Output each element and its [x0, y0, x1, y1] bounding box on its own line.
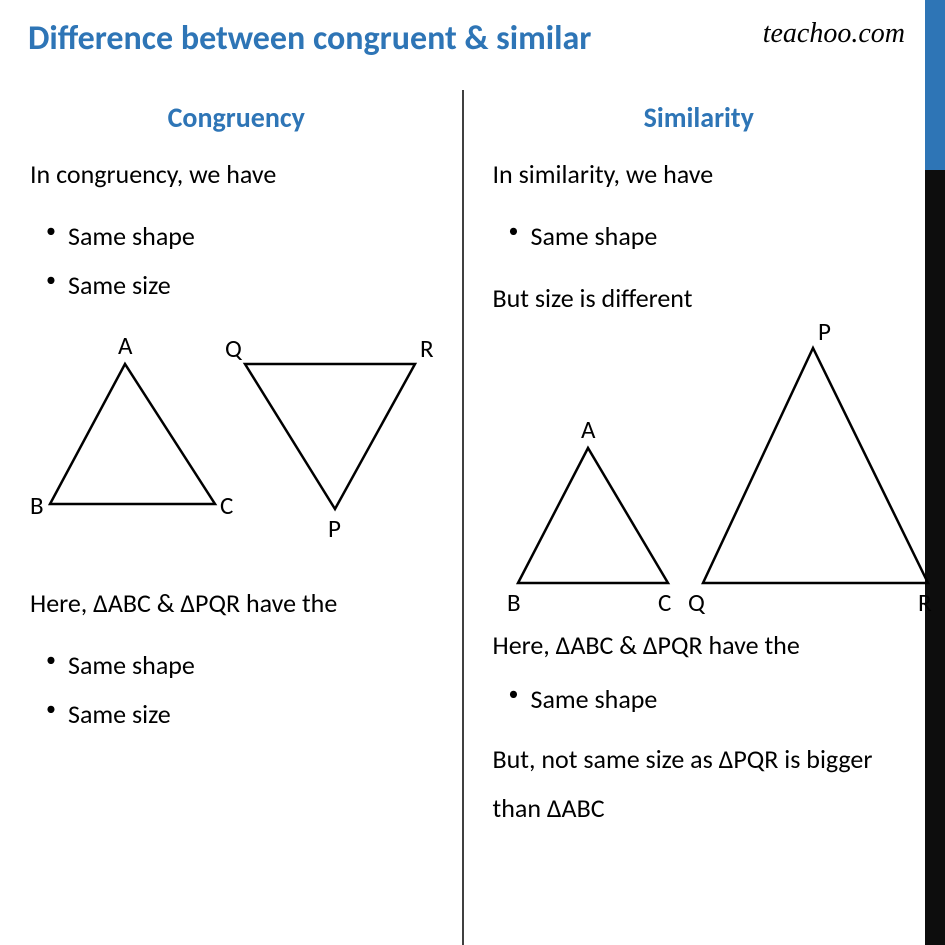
triangle-abc [50, 364, 215, 504]
congruent-triangles-svg: A B C Q R P [30, 329, 450, 559]
page-title: Difference between congruent & similar [28, 18, 591, 59]
similar-triangles-svg: A B C P Q R [493, 318, 943, 618]
similarity-intro: In similarity, we have [493, 155, 906, 194]
label-q: Q [225, 333, 243, 364]
similarity-bullets-bottom: Same shape [493, 675, 906, 724]
list-item: Same shape [531, 212, 906, 261]
similarity-column: Similarity In similarity, we have Same s… [463, 100, 926, 945]
similarity-post: Here, ΔABC & ΔPQR have the [493, 626, 906, 665]
sidebar-accent-blue [925, 0, 945, 170]
similarity-bullets-top: Same shape [493, 212, 906, 261]
label-b: B [30, 490, 44, 521]
list-item: Same shape [531, 675, 906, 724]
watermark: teachoo.com [763, 18, 905, 50]
list-item: Same size [68, 261, 443, 310]
label-a2: A [581, 414, 596, 445]
content-area: Congruency In congruency, we have Same s… [0, 100, 925, 945]
list-item: Same size [68, 690, 443, 739]
similarity-diagram: A B C P Q R [493, 318, 906, 618]
similarity-mid: But size is different [493, 279, 906, 318]
congruency-post: Here, ΔABC & ΔPQR have the [30, 584, 443, 623]
label-r: R [420, 333, 434, 364]
congruency-diagram: A B C Q R P [30, 329, 443, 569]
label-r2: R [918, 587, 932, 618]
congruency-heading: Congruency [30, 100, 443, 135]
triangle-qpr [245, 364, 415, 509]
congruency-bullets-bottom: Same shape Same size [30, 641, 443, 740]
similarity-heading: Similarity [493, 100, 906, 135]
congruency-column: Congruency In congruency, we have Same s… [0, 100, 463, 945]
list-item: Same shape [68, 212, 443, 261]
label-q2: Q [688, 587, 706, 618]
label-p2: P [818, 318, 831, 347]
label-a: A [118, 330, 133, 361]
congruency-intro: In congruency, we have [30, 155, 443, 194]
label-b2: B [507, 587, 521, 618]
label-p: P [328, 513, 341, 544]
similarity-conclusion: But, not same size as ΔPQR is bigger tha… [493, 735, 906, 834]
triangle-pqr-big [703, 348, 928, 583]
label-c: C [220, 490, 233, 521]
label-c2: C [658, 587, 671, 618]
list-item: Same shape [68, 641, 443, 690]
triangle-abc-small [518, 448, 668, 583]
congruency-bullets-top: Same shape Same size [30, 212, 443, 311]
